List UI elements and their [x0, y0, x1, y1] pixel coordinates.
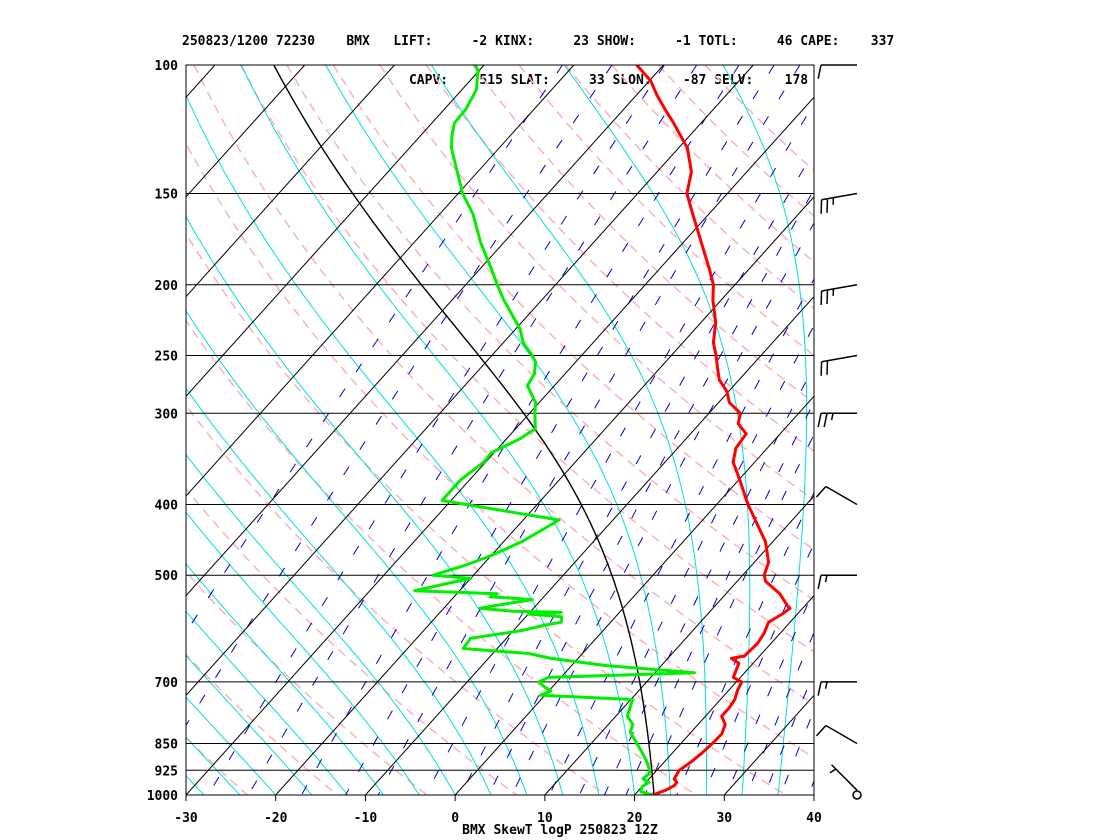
mixing-ratio-line: [703, 542, 814, 795]
wind-barb: [820, 354, 858, 376]
wind-barb: [817, 681, 857, 696]
temperature-tick-label: -10: [354, 811, 378, 826]
isotherm: [186, 96, 814, 795]
dry-adiabat: [425, 65, 814, 453]
mixing-ratio-line: [808, 779, 814, 795]
pressure-tick-label: 700: [155, 676, 179, 691]
isotherm: [634, 594, 814, 795]
moist-adiabat: [430, 65, 707, 795]
header-line-1: 250823/1200 72230 BMX LIFT: -2 KINX: 23 …: [182, 34, 895, 49]
mixing-ratio-line: [625, 400, 814, 795]
temperature-profile: [635, 65, 792, 795]
pressure-tick-label: 925: [155, 764, 178, 779]
pressure-tick-label: 100: [155, 59, 179, 74]
dry-adiabat: [239, 65, 814, 653]
mixing-ratio-line: [780, 708, 814, 795]
moist-adiabat: [186, 696, 277, 795]
pressure-tick-label: 1000: [147, 789, 178, 804]
chart-title: BMX SkewT logP 250823 12Z: [462, 823, 658, 838]
mixing-ratio-line: [676, 491, 814, 795]
temperature-tick-label: 20: [627, 811, 643, 826]
moist-adiabat: [813, 791, 814, 795]
wind-barb: [817, 64, 857, 79]
isotherm: [365, 295, 814, 795]
parcel-trace: [273, 65, 655, 795]
moist-adiabat: [186, 563, 384, 795]
mixing-ratio-line: [247, 65, 698, 795]
mixing-ratio-line: [301, 65, 740, 795]
isotherm: [0, 65, 36, 795]
wind-barb: [817, 574, 857, 590]
temperature-tick-label: -30: [174, 811, 198, 826]
mixing-ratio-line: [726, 588, 814, 795]
dry-adiabat: [611, 65, 814, 263]
mixing-ratio-line: [425, 102, 814, 795]
plot-frame: [185, 64, 815, 796]
wind-barb: [852, 790, 862, 800]
isotherm: [0, 65, 125, 795]
moist-adiabat: [186, 387, 492, 795]
isotherm: [813, 794, 814, 795]
dry-adiabat: [0, 65, 68, 795]
dry-adiabat: [186, 736, 248, 795]
moist-adiabat: [186, 511, 420, 795]
pressure-tick-label: 300: [155, 407, 179, 422]
wind-barb: [829, 764, 858, 791]
wind-barb: [820, 284, 858, 306]
dewpoint-profile: [413, 65, 696, 795]
wind-barb: [820, 192, 858, 214]
dry-adiabat: [0, 65, 158, 795]
moist-adiabat: [240, 65, 636, 795]
moist-adiabat: [0, 65, 168, 795]
wind-barb: [815, 724, 858, 745]
mixing-ratio-line: [764, 671, 814, 795]
pressure-tick-label: 250: [155, 349, 179, 364]
isotherm: [186, 65, 575, 497]
mixing-ratio-line: [460, 149, 814, 795]
mixing-ratio-line: [511, 222, 814, 795]
moist-adiabat: [722, 65, 808, 795]
temperature-tick-label: 0: [451, 811, 459, 826]
isotherm: [544, 495, 814, 795]
dry-adiabat: [186, 404, 607, 795]
isotherm: [186, 65, 485, 398]
dry-adiabat: [186, 487, 518, 795]
mixing-ratio-line: [746, 631, 814, 795]
isotherm: [275, 196, 814, 795]
pressure-tick-label: 150: [155, 188, 179, 203]
dry-adiabat: [564, 65, 814, 310]
pressure-tick-label: 500: [155, 569, 179, 584]
isotherm: [904, 65, 1120, 795]
moist-adiabat: [186, 453, 456, 795]
wind-barb: [817, 412, 857, 428]
pressure-tick-label: 850: [155, 737, 179, 752]
isotherm: [186, 65, 306, 198]
mixing-ratio-line: [603, 364, 814, 795]
dry-adiabat: [186, 319, 697, 795]
mixing-ratio-line: [377, 65, 801, 795]
dry-adiabat: [332, 65, 814, 551]
temperature-tick-label: -20: [264, 811, 288, 826]
moist-adiabat: [325, 65, 671, 795]
isotherm: [186, 65, 216, 98]
dry-adiabat: [657, 65, 814, 218]
isotherm: [186, 65, 664, 597]
isotherm: [186, 65, 754, 697]
mixing-ratio-line: [833, 65, 1120, 795]
isotherm: [454, 395, 814, 795]
isotherm: [186, 65, 395, 298]
wind-barb: [815, 485, 858, 506]
temperature-tick-label: 30: [716, 811, 732, 826]
temperature-tick-label: 40: [806, 811, 822, 826]
pressure-tick-label: 200: [155, 279, 179, 294]
mixing-ratio-line: [207, 65, 665, 795]
pressure-tick-label: 400: [155, 499, 179, 514]
temperature-tick-label: 10: [537, 811, 553, 826]
